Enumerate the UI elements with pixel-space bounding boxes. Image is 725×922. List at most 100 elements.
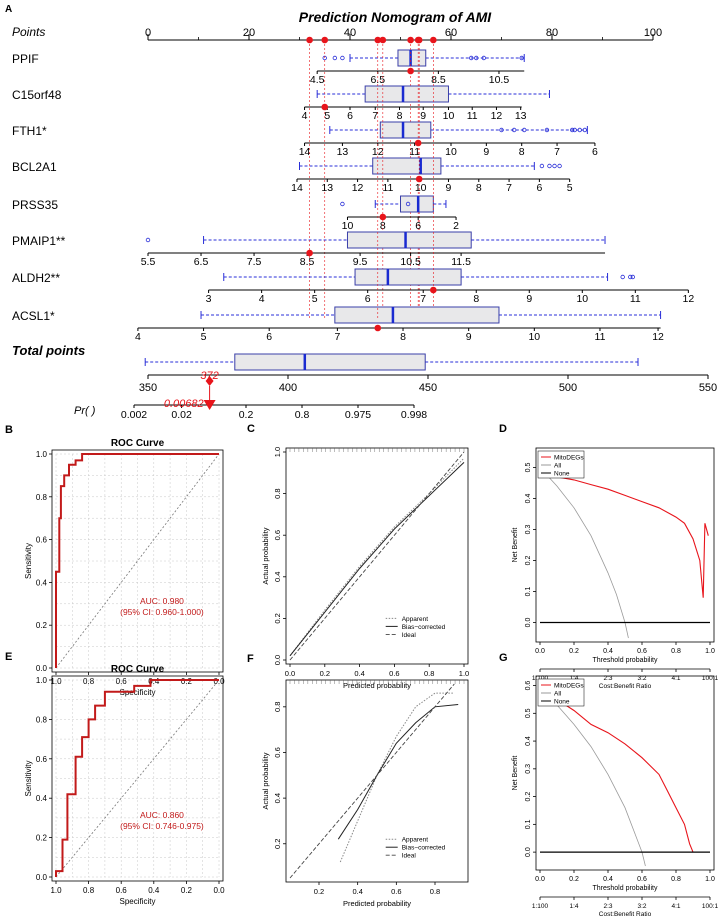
dca-y-tick-label: 0.4 [525, 736, 532, 746]
calibration-frame [285, 679, 469, 883]
variable-axis-tick-label: 7 [372, 110, 378, 122]
dca-cost-tick-label: 4:1 [671, 675, 680, 682]
roc-x-tick-label: 0.6 [116, 886, 128, 895]
dca-cost-tick-label: 2:3 [603, 675, 612, 682]
dca-cost-label: Cost:Benefit Ratio [599, 911, 652, 918]
variable-axis-tick-label: 9 [526, 293, 532, 305]
dca-y-tick-label: 0.4 [525, 494, 532, 504]
dca-y-tick-label: 0.5 [525, 708, 532, 718]
auc-text: AUC: 0.860 [140, 810, 184, 820]
roc-y-tick-label: 0.4 [36, 794, 48, 803]
variable-axis-tick-label: 6 [415, 220, 421, 232]
variable-axis-tick-label: 2 [453, 220, 459, 232]
outlier-point [340, 201, 345, 207]
calibration-y-label: Actual probability [261, 752, 270, 809]
dca-x-tick-label: 0.0 [535, 876, 545, 883]
variable-axis-tick-label: 5 [567, 182, 573, 194]
roc-frame [51, 449, 224, 673]
outlier-point [557, 163, 562, 169]
points-axis-marker [379, 36, 387, 44]
dca-cost-tick-label: 100:1 [702, 675, 719, 682]
dca-y-label: Net Benefit [512, 528, 519, 563]
auc-ci-text: (95% CI: 0.746-0.975) [120, 821, 204, 831]
box-7 [334, 306, 500, 324]
patient-probability-marker [203, 400, 216, 410]
points-axis-marker [374, 36, 382, 44]
roc-curve [55, 453, 219, 668]
roc-y-tick-label: 0.6 [36, 755, 48, 764]
roc-curve [55, 679, 219, 877]
calibration-y-tick-label: 0.2 [273, 839, 282, 849]
roc-y-label: Sensitivity [24, 543, 33, 579]
variable-axis-tick-label: 13 [515, 110, 527, 122]
variable-axis-tick-label: 11 [595, 331, 606, 343]
points-axis-tick-label: 80 [546, 27, 558, 39]
legend-label: Ideal [402, 853, 417, 860]
box-1 [364, 85, 449, 103]
outlier-point [474, 55, 479, 61]
variable-axis-tick-label: 12 [352, 182, 364, 194]
roc-diagonal [55, 453, 220, 669]
dca-cost-tick-label: 3:2 [637, 675, 646, 682]
roc-x-label: Specificity [119, 897, 155, 906]
calibration-x-tick-label: 0.2 [320, 669, 330, 678]
panel-G: 0.0 0.2 0.4 0.6 0.8 1.0 0.0 0.1 0.2 0.3 0.4 0.5 0.6 T… [512, 675, 719, 918]
outlier-point [570, 127, 575, 133]
total-axis-tick-label: 350 [139, 382, 157, 394]
legend-label: Bias−corrected [402, 624, 446, 631]
variable-axis-tick-label: 5 [312, 293, 318, 305]
dca-x-tick-label: 0.4 [603, 648, 613, 655]
panel-label-b: B [5, 424, 13, 436]
dca-y-tick-label: 0.0 [525, 847, 532, 857]
roc-y-tick-label: 0.4 [36, 578, 48, 587]
variable-axis-tick-label: 11.5 [451, 256, 471, 268]
variable-axis-tick-label: 6 [365, 293, 371, 305]
points-axis-label: Points [12, 25, 45, 39]
total-axis-tick-label: 400 [279, 382, 297, 394]
variable-axis-tick-label: 10.5 [489, 74, 510, 86]
dca-cost-tick-label: 2:3 [603, 903, 612, 910]
variable-axis-tick-label: 10 [445, 146, 457, 158]
legend-label: MitoDEGs [554, 455, 584, 462]
calibration-series-apparent [339, 692, 455, 863]
total-axis-tick-label: 550 [699, 382, 717, 394]
dca-x-label: Threshold probability [593, 885, 658, 892]
total-box [234, 353, 426, 371]
legend-label: All [554, 691, 562, 698]
variable-axis-tick-label: 8 [400, 331, 406, 343]
variable-label-4: PRSS35 [12, 198, 58, 212]
variable-axis-tick-label: 8 [397, 110, 403, 122]
dca-x-tick-label: 0.6 [637, 648, 647, 655]
dca-x-tick-label: 1.0 [705, 648, 715, 655]
calibration-y-tick-label: 0.6 [273, 747, 282, 757]
probability-axis-label: Pr( ) [74, 405, 96, 417]
patient-probability-label: 0.00682 [164, 398, 204, 410]
nomogram-title: Prediction Nomogram of AMI [299, 9, 492, 25]
variable-label-1: C15orf48 [12, 88, 62, 102]
variable-axis-tick-label: 11 [409, 146, 420, 158]
dca-x-tick-label: 0.2 [569, 876, 579, 883]
outlier-point [519, 55, 524, 61]
roc-y-tick-label: 0.6 [36, 536, 48, 545]
roc-x-tick-label: 0.2 [181, 677, 193, 686]
roc-y-tick-label: 0.0 [36, 664, 48, 673]
dca-series-mitodegs [539, 470, 709, 598]
points-axis-marker [306, 36, 313, 44]
variable-label-0: PPIF [12, 52, 39, 66]
variable-axis-tick-label: 8.5 [431, 74, 446, 86]
calibration-series-ideal [289, 683, 455, 879]
variable-axis-tick-label: 9 [483, 146, 489, 158]
dca-y-tick-label: 0.3 [525, 764, 532, 774]
calibration-x-tick-label: 0.8 [424, 669, 434, 678]
probability-axis-tick-label: 0.975 [345, 409, 371, 421]
outlier-point [630, 274, 635, 280]
calibration-x-tick-label: 1.0 [459, 669, 469, 678]
roc-x-tick-label: 0.0 [213, 677, 225, 686]
roc-x-tick-label: 1.0 [50, 886, 62, 895]
probability-axis-tick-label: 0.998 [401, 409, 427, 421]
calibration-y-label: Actual probability [261, 527, 270, 584]
panel-F: 0.2 0.4 0.6 0.8 0.2 0.4 0.6 0.8 Predicted probab… [261, 679, 469, 908]
variable-axis-tick-label: 9.5 [353, 256, 368, 268]
variable-axis-tick-label: 9 [466, 331, 472, 343]
outlier-point [481, 55, 487, 61]
